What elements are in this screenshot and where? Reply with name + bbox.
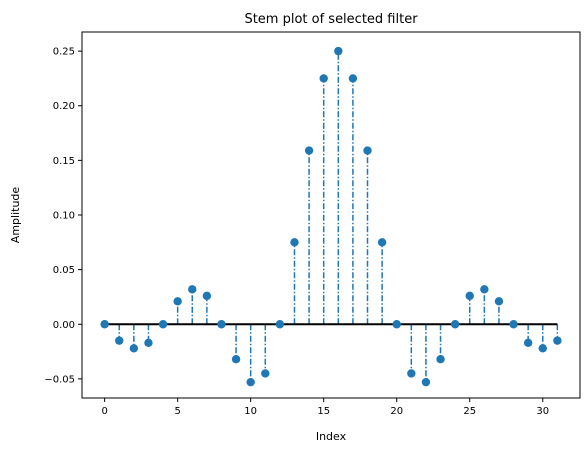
stem-marker: [202, 291, 212, 301]
plot-area: [100, 46, 562, 387]
y-axis: −0.05 0.00 0.05 0.10 0.15 0.20 0.25: [44, 47, 82, 385]
y-tick-label: 0.05: [53, 265, 75, 276]
stem-marker: [538, 344, 547, 353]
y-tick-label: 0.25: [53, 47, 75, 58]
stem-marker: [275, 320, 285, 329]
x-tick-label: 5: [174, 406, 180, 417]
stem-marker: [377, 238, 387, 247]
y-tick-label: 0.00: [53, 320, 75, 331]
x-tick-label: 0: [101, 406, 107, 417]
stem-marker: [231, 355, 241, 364]
x-tick-label: 15: [317, 406, 330, 417]
stem-marker: [523, 338, 533, 348]
stem-marker: [319, 74, 328, 83]
x-axis: 0 5 10 15 20 25 30: [101, 398, 549, 417]
stem-marker: [553, 336, 562, 345]
stem-marker: [115, 336, 124, 345]
stem-marker: [494, 297, 504, 306]
y-tick-label: 0.20: [53, 101, 75, 112]
stem-marker: [407, 369, 416, 378]
y-axis-label: Amplitude: [9, 187, 22, 244]
y-tick-label: 0.15: [53, 156, 75, 167]
stem-marker: [334, 46, 343, 56]
stem-marker: [363, 146, 372, 155]
x-tick-label: 30: [536, 406, 549, 417]
x-tick-label: 10: [244, 406, 257, 417]
stem-marker: [129, 344, 139, 353]
stem-marker: [188, 285, 197, 294]
stem-marker: [100, 320, 109, 329]
chart-title: Stem plot of selected filter: [244, 12, 418, 27]
stem-marker: [246, 377, 255, 387]
stem-marker: [436, 355, 445, 364]
stem-marker: [304, 146, 314, 155]
stem-marker: [392, 320, 401, 329]
stem-marker: [480, 285, 489, 294]
stem-marker: [261, 369, 270, 378]
axes-frame: [81, 31, 581, 399]
stem-marker: [421, 377, 431, 387]
x-axis-label: Index: [316, 430, 347, 443]
x-tick-label: 20: [390, 406, 403, 417]
stem-marker: [465, 291, 474, 301]
y-tick-label: 0.10: [53, 211, 75, 222]
stem-marker: [290, 238, 299, 247]
stem-marker: [173, 297, 182, 306]
y-tick-label: −0.05: [44, 374, 75, 385]
x-tick-label: 25: [463, 406, 476, 417]
stem-marker: [144, 338, 153, 348]
stem-marker: [348, 74, 358, 83]
stem-marker: [509, 320, 518, 329]
stem-marker: [158, 320, 168, 329]
stem-marker: [217, 320, 226, 329]
stem-marker: [450, 320, 460, 329]
